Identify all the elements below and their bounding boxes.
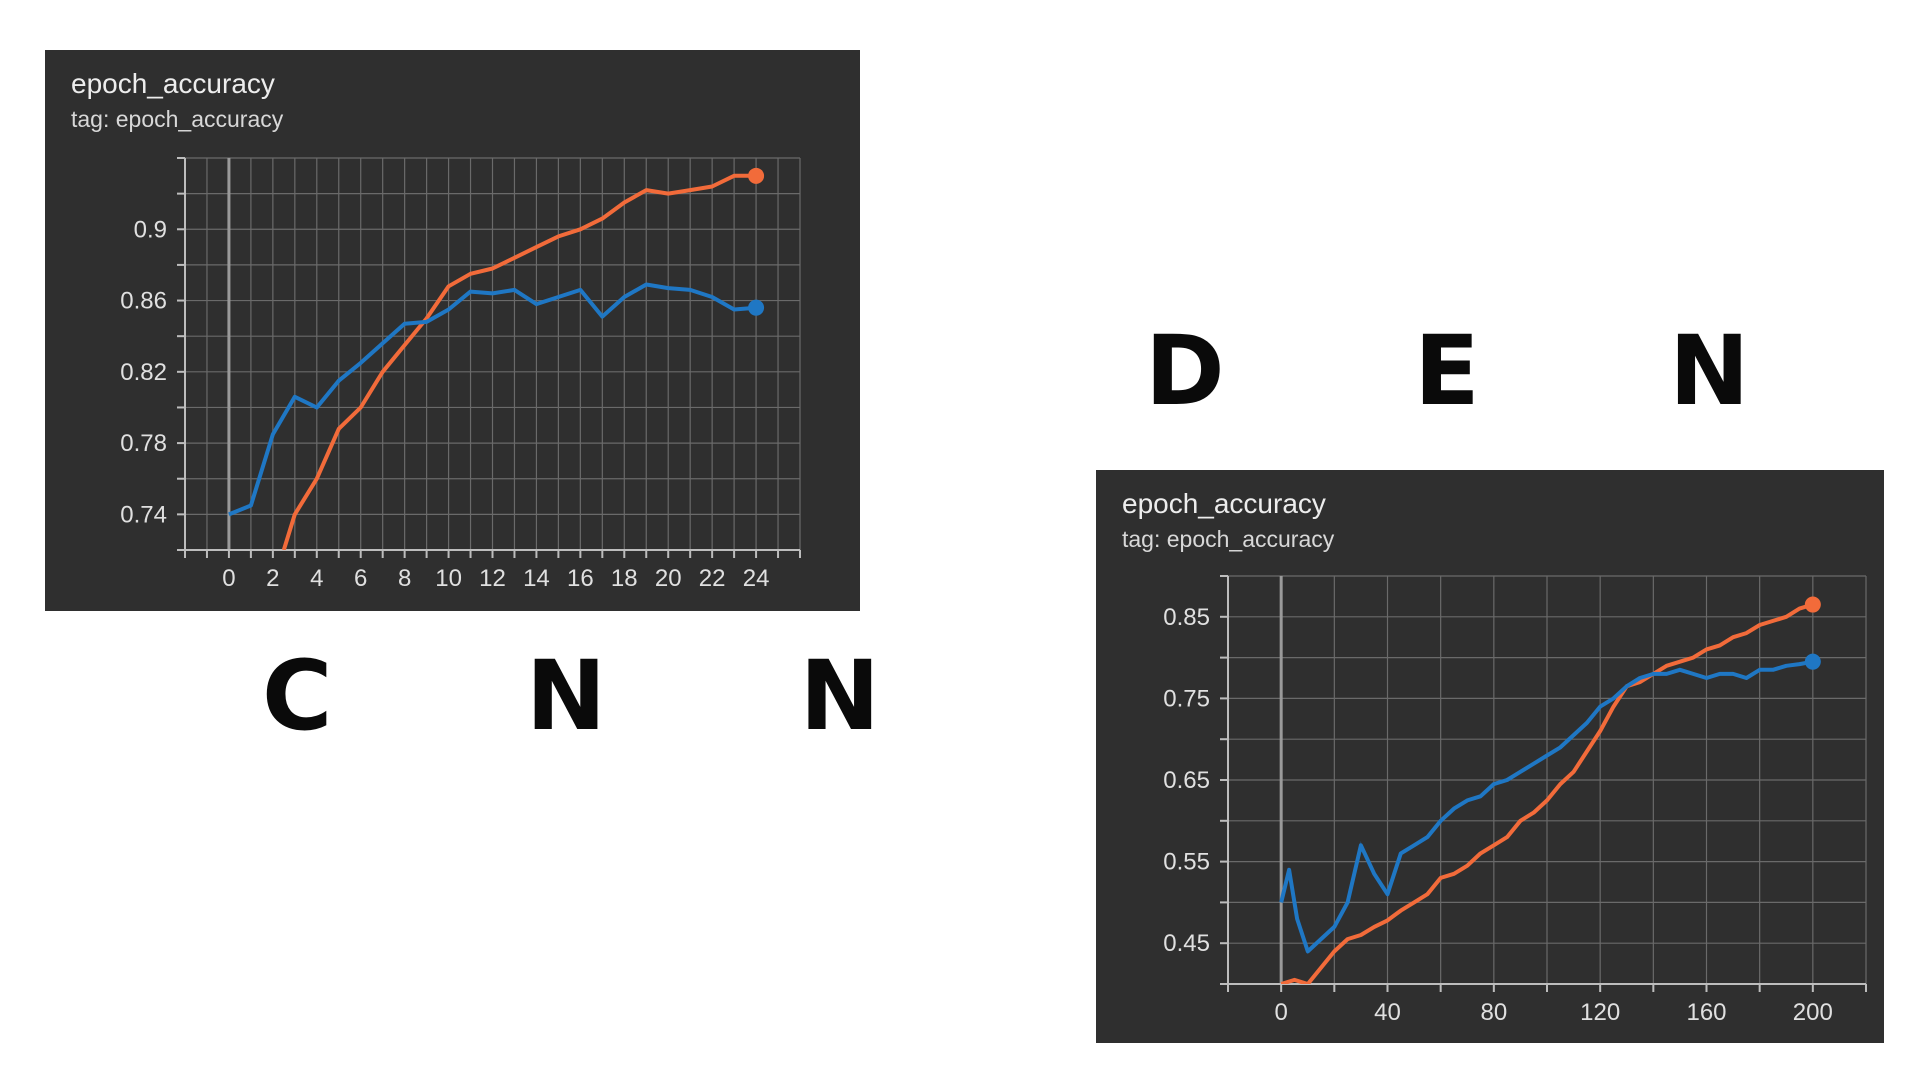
series-end-marker xyxy=(1804,596,1821,613)
x-tick-label: 0 xyxy=(222,565,235,592)
x-tick-label: 8 xyxy=(398,565,411,592)
series-raw-line xyxy=(282,174,757,550)
series-line xyxy=(1280,602,1814,984)
series-end-marker xyxy=(748,299,765,316)
x-tick-label: 14 xyxy=(523,565,550,592)
chart-subtitle: tag: epoch_accuracy xyxy=(1122,526,1335,552)
series-line xyxy=(228,282,757,517)
y-tick-label: 0.75 xyxy=(1163,685,1210,712)
x-tick-label: 200 xyxy=(1793,999,1833,1026)
chart-card-dense: epoch_accuracy tag: epoch_accuracy 0 40 80… xyxy=(1096,470,1884,1043)
x-tick-label: 10 xyxy=(435,565,462,592)
series-line xyxy=(1279,659,1814,954)
chart-plot-cnn: 0 2 4 6 8 10 12 14 16 18 20 22 240.740.780.820.860.9 xyxy=(120,157,801,592)
series-end-marker xyxy=(1804,653,1821,670)
series-1 xyxy=(228,282,765,517)
y-tick-label: 0.86 xyxy=(120,288,167,315)
x-tick-label: 4 xyxy=(310,565,323,592)
chart-title: epoch_accuracy xyxy=(71,68,275,99)
chart-subtitle: tag: epoch_accuracy xyxy=(71,106,284,132)
y-tick-label: 0.82 xyxy=(120,359,167,386)
x-tick-label: 24 xyxy=(743,565,770,592)
series-end-marker xyxy=(748,167,765,184)
x-tick-label: 12 xyxy=(479,565,506,592)
x-tick-label: 120 xyxy=(1580,999,1620,1026)
x-tick-label: 0 xyxy=(1274,999,1287,1026)
grid xyxy=(1227,575,1867,985)
y-tick-label: 0.65 xyxy=(1163,767,1210,794)
y-tick-label: 0.45 xyxy=(1163,930,1210,957)
x-tick-label: 40 xyxy=(1374,999,1401,1026)
x-tick-label: 6 xyxy=(354,565,367,592)
chart-title: epoch_accuracy xyxy=(1122,488,1326,519)
x-tick-label: 80 xyxy=(1480,999,1507,1026)
x-tick-label: 22 xyxy=(699,565,726,592)
y-tick-label: 0.85 xyxy=(1163,604,1210,631)
dense-label: D E N S E xyxy=(1145,315,1828,427)
y-tick-label: 0.78 xyxy=(120,430,167,457)
y-tick-label: 0.9 xyxy=(134,216,167,243)
series-line xyxy=(281,173,757,550)
x-tick-label: 2 xyxy=(266,565,279,592)
x-tick-label: 16 xyxy=(567,565,594,592)
cnn-label: C N N xyxy=(262,640,960,752)
series-1 xyxy=(1279,653,1821,955)
x-tick-label: 160 xyxy=(1686,999,1726,1026)
series-0 xyxy=(1280,596,1821,984)
x-tick-label: 18 xyxy=(611,565,638,592)
grid xyxy=(184,157,801,551)
y-tick-label: 0.74 xyxy=(120,501,167,528)
y-tick-label: 0.55 xyxy=(1163,849,1210,876)
series-0 xyxy=(281,167,765,550)
x-tick-label: 20 xyxy=(655,565,682,592)
chart-plot-dense: 0 40 80 120 160 200 0.45 0.55 0.65 0.75 0.85 xyxy=(1163,575,1867,1026)
